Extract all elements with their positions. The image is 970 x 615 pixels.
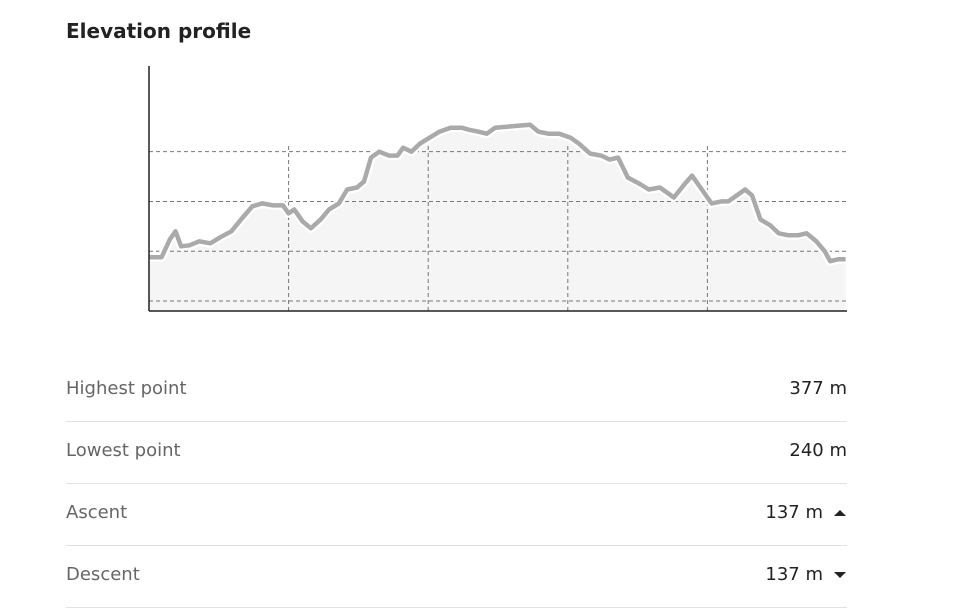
- stat-label: Highest point: [66, 378, 187, 399]
- stat-row: Lowest point 240 m: [66, 421, 847, 484]
- stat-value: 137 m: [765, 502, 847, 523]
- stat-value: 377 m: [789, 378, 847, 399]
- stat-label: Descent: [66, 564, 140, 585]
- stat-row: Highest point 377 m: [66, 359, 847, 422]
- section-title: Elevation profile: [66, 19, 252, 43]
- area: [149, 124, 846, 311]
- up-arrow: [834, 509, 846, 516]
- down-arrow: [834, 571, 846, 578]
- stat-row: Descent 137 m: [66, 545, 847, 608]
- stat-text: 137 m: [765, 502, 823, 523]
- stat-label: Ascent: [66, 502, 128, 523]
- elevation-line: [149, 122, 846, 264]
- stat-text: 137 m: [765, 564, 823, 585]
- elevation-chart: [148, 66, 847, 312]
- stat-row: Ascent 137 m: [66, 483, 847, 546]
- stat-text: 377 m: [789, 378, 847, 399]
- stat-value: 137 m: [765, 564, 847, 585]
- stat-text: 240 m: [789, 440, 847, 461]
- stat-value: 240 m: [789, 440, 847, 461]
- stat-label: Lowest point: [66, 440, 181, 461]
